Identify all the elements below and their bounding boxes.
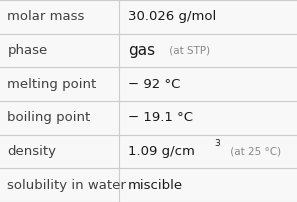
- Text: − 92 °C: − 92 °C: [128, 78, 180, 91]
- Text: 1.09 g/cm: 1.09 g/cm: [128, 145, 195, 158]
- Text: − 19.1 °C: − 19.1 °C: [128, 111, 193, 124]
- Text: (at 25 °C): (at 25 °C): [228, 146, 282, 157]
- Text: molar mass: molar mass: [7, 10, 85, 23]
- Text: (at STP): (at STP): [166, 45, 210, 56]
- Text: density: density: [7, 145, 56, 158]
- Text: boiling point: boiling point: [7, 111, 91, 124]
- Text: melting point: melting point: [7, 78, 97, 91]
- Text: gas: gas: [128, 43, 155, 58]
- Text: solubility in water: solubility in water: [7, 179, 126, 192]
- Text: miscible: miscible: [128, 179, 183, 192]
- Text: phase: phase: [7, 44, 48, 57]
- Text: 30.026 g/mol: 30.026 g/mol: [128, 10, 216, 23]
- Text: 3: 3: [214, 139, 220, 148]
